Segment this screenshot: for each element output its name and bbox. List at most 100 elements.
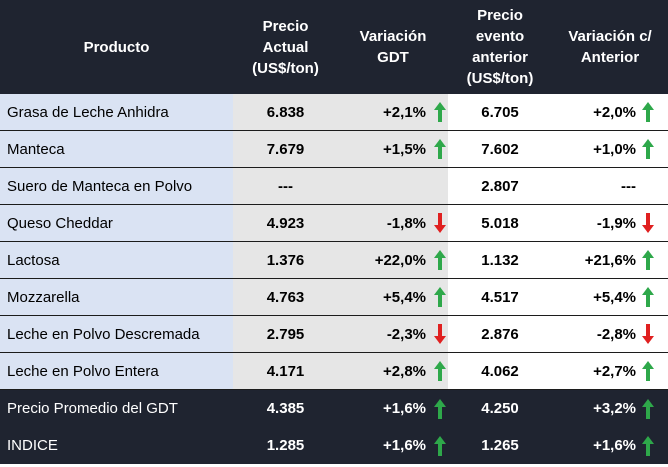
arrow-up-icon xyxy=(642,361,655,381)
cell-producto: INDICE xyxy=(0,427,233,464)
arrow-up-icon xyxy=(434,250,446,270)
cell-producto: Suero de Manteca en Polvo xyxy=(0,167,233,205)
cell-variacion-anterior: +21,6% xyxy=(552,241,643,279)
cell-producto: Precio Promedio del GDT xyxy=(0,389,233,427)
total-row: Precio Promedio del GDT 4.385 +1,6% 4.25… xyxy=(0,389,668,427)
header-producto: Producto xyxy=(0,0,233,94)
cell-arrow-gdt xyxy=(434,130,449,168)
arrow-down-icon xyxy=(642,324,655,344)
cell-producto: Mozzarella xyxy=(0,278,233,316)
cell-precio-actual: --- xyxy=(233,167,338,205)
cell-variacion-gdt: +1,5% xyxy=(338,130,434,168)
cell-producto: Leche en Polvo Entera xyxy=(0,352,233,390)
cell-variacion-gdt: -2,3% xyxy=(338,315,434,353)
cell-producto: Grasa de Leche Anhidra xyxy=(0,94,233,131)
arrow-up-icon xyxy=(642,435,655,456)
cell-arrow-anterior xyxy=(642,278,668,316)
header-variacion-gdt: Variación GDT xyxy=(338,0,449,94)
cell-arrow-anterior xyxy=(642,427,668,464)
arrow-up-icon xyxy=(434,139,446,159)
cell-arrow-gdt xyxy=(434,94,449,131)
cell-arrow-anterior xyxy=(642,167,668,205)
cell-precio-actual: 6.838 xyxy=(233,94,338,131)
cell-arrow-anterior xyxy=(642,204,668,242)
table-row: Leche en Polvo Descremada 2.795 -2,3% 2.… xyxy=(0,315,668,353)
cell-variacion-gdt: -1,8% xyxy=(338,204,434,242)
header-precio-actual: Precio Actual (US$/ton) xyxy=(233,0,338,94)
cell-variacion-gdt xyxy=(338,167,434,205)
cell-variacion-anterior: +3,2% xyxy=(552,389,643,427)
cell-variacion-gdt: +5,4% xyxy=(338,278,434,316)
arrow-up-icon xyxy=(434,287,446,307)
arrow-down-icon xyxy=(434,213,446,233)
total-row: INDICE 1.285 +1,6% 1.265 +1,6% xyxy=(0,427,668,464)
cell-producto: Manteca xyxy=(0,130,233,168)
cell-arrow-gdt xyxy=(434,241,449,279)
cell-variacion-anterior: --- xyxy=(552,167,643,205)
arrow-up-icon xyxy=(434,361,446,381)
cell-precio-anterior: 6.705 xyxy=(448,94,553,131)
table-row: Queso Cheddar 4.923 -1,8% 5.018 -1,9% xyxy=(0,204,668,242)
cell-precio-anterior: 4.062 xyxy=(448,352,553,390)
cell-variacion-anterior: +2,7% xyxy=(552,352,643,390)
cell-producto: Queso Cheddar xyxy=(0,204,233,242)
arrow-up-icon xyxy=(434,398,446,419)
cell-variacion-anterior: +1,6% xyxy=(552,427,643,464)
cell-precio-anterior: 2.876 xyxy=(448,315,553,353)
table-header-row: Producto Precio Actual (US$/ton) Variaci… xyxy=(0,0,668,94)
cell-precio-actual: 4.385 xyxy=(233,389,338,427)
cell-arrow-anterior xyxy=(642,241,668,279)
cell-arrow-gdt xyxy=(434,278,449,316)
cell-precio-anterior: 4.517 xyxy=(448,278,553,316)
arrow-up-icon xyxy=(642,139,655,159)
cell-variacion-gdt: +1,6% xyxy=(338,389,434,427)
arrow-up-icon xyxy=(434,102,446,122)
table-row: Mozzarella 4.763 +5,4% 4.517 +5,4% xyxy=(0,278,668,316)
cell-variacion-anterior: -1,9% xyxy=(552,204,643,242)
cell-precio-actual: 2.795 xyxy=(233,315,338,353)
table-row: Suero de Manteca en Polvo --- 2.807 --- xyxy=(0,167,668,205)
cell-producto: Leche en Polvo Descremada xyxy=(0,315,233,353)
cell-precio-anterior: 5.018 xyxy=(448,204,553,242)
cell-precio-anterior: 4.250 xyxy=(448,389,553,427)
cell-precio-actual: 4.171 xyxy=(233,352,338,390)
cell-variacion-anterior: +1,0% xyxy=(552,130,643,168)
cell-variacion-anterior: -2,8% xyxy=(552,315,643,353)
header-precio-anterior: Precio evento anterior (US$/ton) xyxy=(448,0,553,94)
cell-arrow-anterior xyxy=(642,94,668,131)
cell-arrow-gdt xyxy=(434,167,449,205)
table-row: Leche en Polvo Entera 4.171 +2,8% 4.062 … xyxy=(0,352,668,390)
header-variacion-anterior: Variación c/ Anterior xyxy=(552,0,668,94)
cell-precio-anterior: 1.265 xyxy=(448,427,553,464)
cell-precio-actual: 7.679 xyxy=(233,130,338,168)
arrow-up-icon xyxy=(642,398,655,419)
cell-precio-actual: 1.376 xyxy=(233,241,338,279)
cell-variacion-gdt: +2,1% xyxy=(338,94,434,131)
cell-variacion-anterior: +2,0% xyxy=(552,94,643,131)
arrow-down-icon xyxy=(642,213,655,233)
cell-variacion-gdt: +1,6% xyxy=(338,427,434,464)
arrow-up-icon xyxy=(642,102,655,122)
arrow-up-icon xyxy=(642,250,655,270)
cell-precio-anterior: 2.807 xyxy=(448,167,553,205)
table-row: Manteca 7.679 +1,5% 7.602 +1,0% xyxy=(0,130,668,168)
cell-precio-actual: 1.285 xyxy=(233,427,338,464)
cell-arrow-gdt xyxy=(434,389,449,427)
cell-variacion-gdt: +2,8% xyxy=(338,352,434,390)
cell-arrow-gdt xyxy=(434,315,449,353)
cell-arrow-gdt xyxy=(434,352,449,390)
arrow-up-icon xyxy=(642,287,655,307)
cell-arrow-anterior xyxy=(642,352,668,390)
cell-arrow-anterior xyxy=(642,130,668,168)
cell-variacion-anterior: +5,4% xyxy=(552,278,643,316)
cell-precio-actual: 4.763 xyxy=(233,278,338,316)
cell-arrow-anterior xyxy=(642,389,668,427)
arrow-up-icon xyxy=(434,435,446,456)
cell-precio-actual: 4.923 xyxy=(233,204,338,242)
cell-producto: Lactosa xyxy=(0,241,233,279)
arrow-down-icon xyxy=(434,324,446,344)
cell-precio-anterior: 7.602 xyxy=(448,130,553,168)
table-row: Lactosa 1.376 +22,0% 1.132 +21,6% xyxy=(0,241,668,279)
cell-arrow-anterior xyxy=(642,315,668,353)
